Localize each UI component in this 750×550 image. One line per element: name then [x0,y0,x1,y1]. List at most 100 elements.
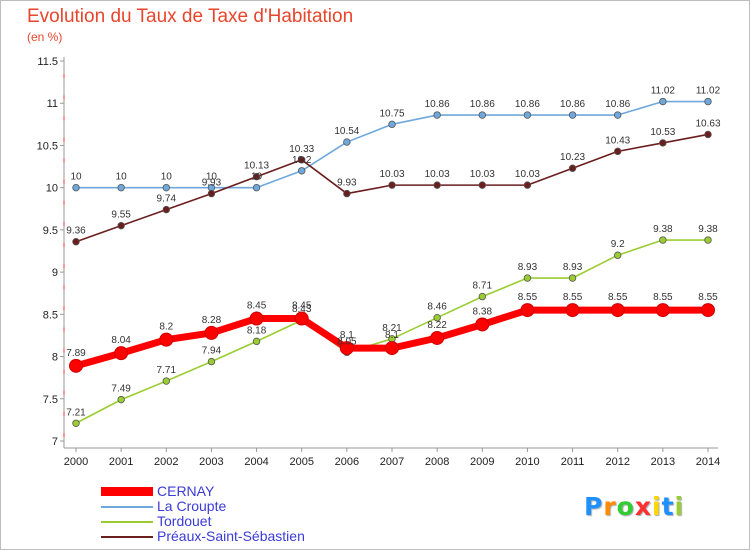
data-label-cernay: 8.2 [159,322,173,333]
data-label-cernay: 8.45 [292,301,312,312]
data-label-la-croupte: 11.02 [651,86,676,97]
data-label-tordouet: 9.2 [611,239,625,250]
data-point-tordouet [614,251,622,259]
data-label-la-croupte: 10 [206,172,218,183]
data-point-cernay [204,325,219,340]
data-label-preaux-saint-sebastien: 10.33 [289,144,314,155]
data-point-la-croupte [659,97,667,106]
data-point-cernay [69,358,83,373]
logo-letter: i [652,492,662,521]
y-tick-label: 11 [47,98,58,110]
data-point-cernay [655,303,670,318]
legend-label-la-croupte: La Croupte [157,498,227,514]
data-label-tordouet: 8.71 [473,281,493,292]
x-tick-label: 2011 [561,456,585,468]
data-point-cernay [385,341,399,356]
y-axis-unit: (en %) [27,30,63,44]
y-tick-label: 9.5 [43,225,58,237]
data-label-preaux-saint-sebastien: 10.03 [515,169,540,180]
data-label-cernay: 8.55 [518,292,538,303]
x-tick-label: 2004 [244,456,268,468]
x-tick-label: 2005 [289,456,313,468]
data-label-la-croupte: 11.02 [696,86,721,97]
data-label-la-croupte: 10.2 [292,155,312,166]
data-label-tordouet: 7.94 [202,346,222,357]
data-label-cernay: 8.45 [247,301,267,312]
data-point-preaux-saint-sebastien [568,164,577,172]
data-point-preaux-saint-sebastien [478,181,486,189]
data-point-tordouet [659,236,667,244]
data-label-tordouet: 8.43 [292,304,312,315]
data-label-la-croupte: 10.86 [425,99,450,110]
proxiti-logo: Proxiti [584,492,684,521]
x-tick-label: 2006 [335,456,359,468]
data-label-la-croupte: 10 [116,172,128,183]
y-tick-label: 11.5 [37,56,58,68]
data-label-preaux-saint-sebastien: 10.03 [470,169,495,180]
data-label-tordouet: 7.49 [111,384,131,395]
legend-swatch-tordouet [101,521,153,523]
data-label-tordouet: 8.05 [337,336,357,347]
data-point-la-croupte [72,183,80,192]
data-point-la-croupte [523,111,532,119]
data-point-la-croupte [298,167,306,175]
data-point-cernay [430,330,445,345]
data-point-cernay [520,303,535,318]
y-tick-label: 7 [52,436,58,448]
data-point-tordouet [478,292,486,301]
y-tick-label: 8.5 [43,309,58,321]
data-point-cernay [610,303,625,318]
data-point-preaux-saint-sebastien [298,156,306,164]
data-point-la-croupte [162,183,170,192]
data-label-la-croupte: 10 [251,172,263,183]
logo-letter: i [674,492,685,521]
x-tick-label: 2010 [515,456,539,468]
data-label-tordouet: 8.93 [518,262,538,273]
data-point-preaux-saint-sebastien [614,147,622,156]
data-point-la-croupte [568,111,577,119]
data-point-cernay [114,346,129,361]
data-point-preaux-saint-sebastien [659,139,667,147]
logo-letter: P [584,492,604,521]
legend-swatch-cernay [101,487,153,496]
legend-swatch-la-croupte [101,506,153,508]
data-point-tordouet [252,337,261,346]
data-label-preaux-saint-sebastien: 10.53 [650,127,675,138]
data-point-cernay [294,311,309,326]
data-point-tordouet [568,274,577,282]
data-label-tordouet: 8.93 [563,262,583,273]
data-point-tordouet [704,236,712,244]
x-tick-label: 2012 [605,456,629,468]
data-point-la-croupte [117,183,125,192]
x-tick-label: 2003 [199,456,223,468]
data-label-tordouet: 9.38 [653,224,673,235]
data-point-cernay [249,311,264,326]
data-label-preaux-saint-sebastien: 10.13 [244,161,269,172]
x-tick-label: 2007 [380,456,404,468]
data-point-tordouet [72,419,80,427]
legend-label-cernay: CERNAY [157,483,215,499]
y-tick-label: 9 [52,267,58,279]
x-tick-label: 2008 [425,456,449,468]
data-label-preaux-saint-sebastien: 9.93 [202,178,222,189]
data-point-la-croupte [252,183,261,192]
data-point-cernay [475,317,490,332]
data-label-preaux-saint-sebastien: 9.55 [111,210,131,221]
x-tick-label: 2014 [696,456,720,468]
x-tick-label: 2002 [154,456,178,468]
data-label-cernay: 7.89 [66,348,86,359]
data-point-la-croupte [343,138,351,146]
data-label-cernay: 8.55 [608,292,628,303]
logo-letter: o [616,492,635,521]
data-point-la-croupte [614,111,622,119]
data-point-preaux-saint-sebastien [72,238,80,246]
data-label-la-croupte: 10.86 [605,99,630,110]
y-tick-label: 8 [52,352,58,364]
data-label-la-croupte: 10.86 [470,99,495,110]
data-label-la-croupte: 10 [70,172,82,183]
data-point-preaux-saint-sebastien [343,189,351,198]
data-label-la-croupte: 10.86 [560,99,585,110]
data-point-preaux-saint-sebastien [433,181,441,189]
data-label-preaux-saint-sebastien: 9.74 [157,194,177,205]
